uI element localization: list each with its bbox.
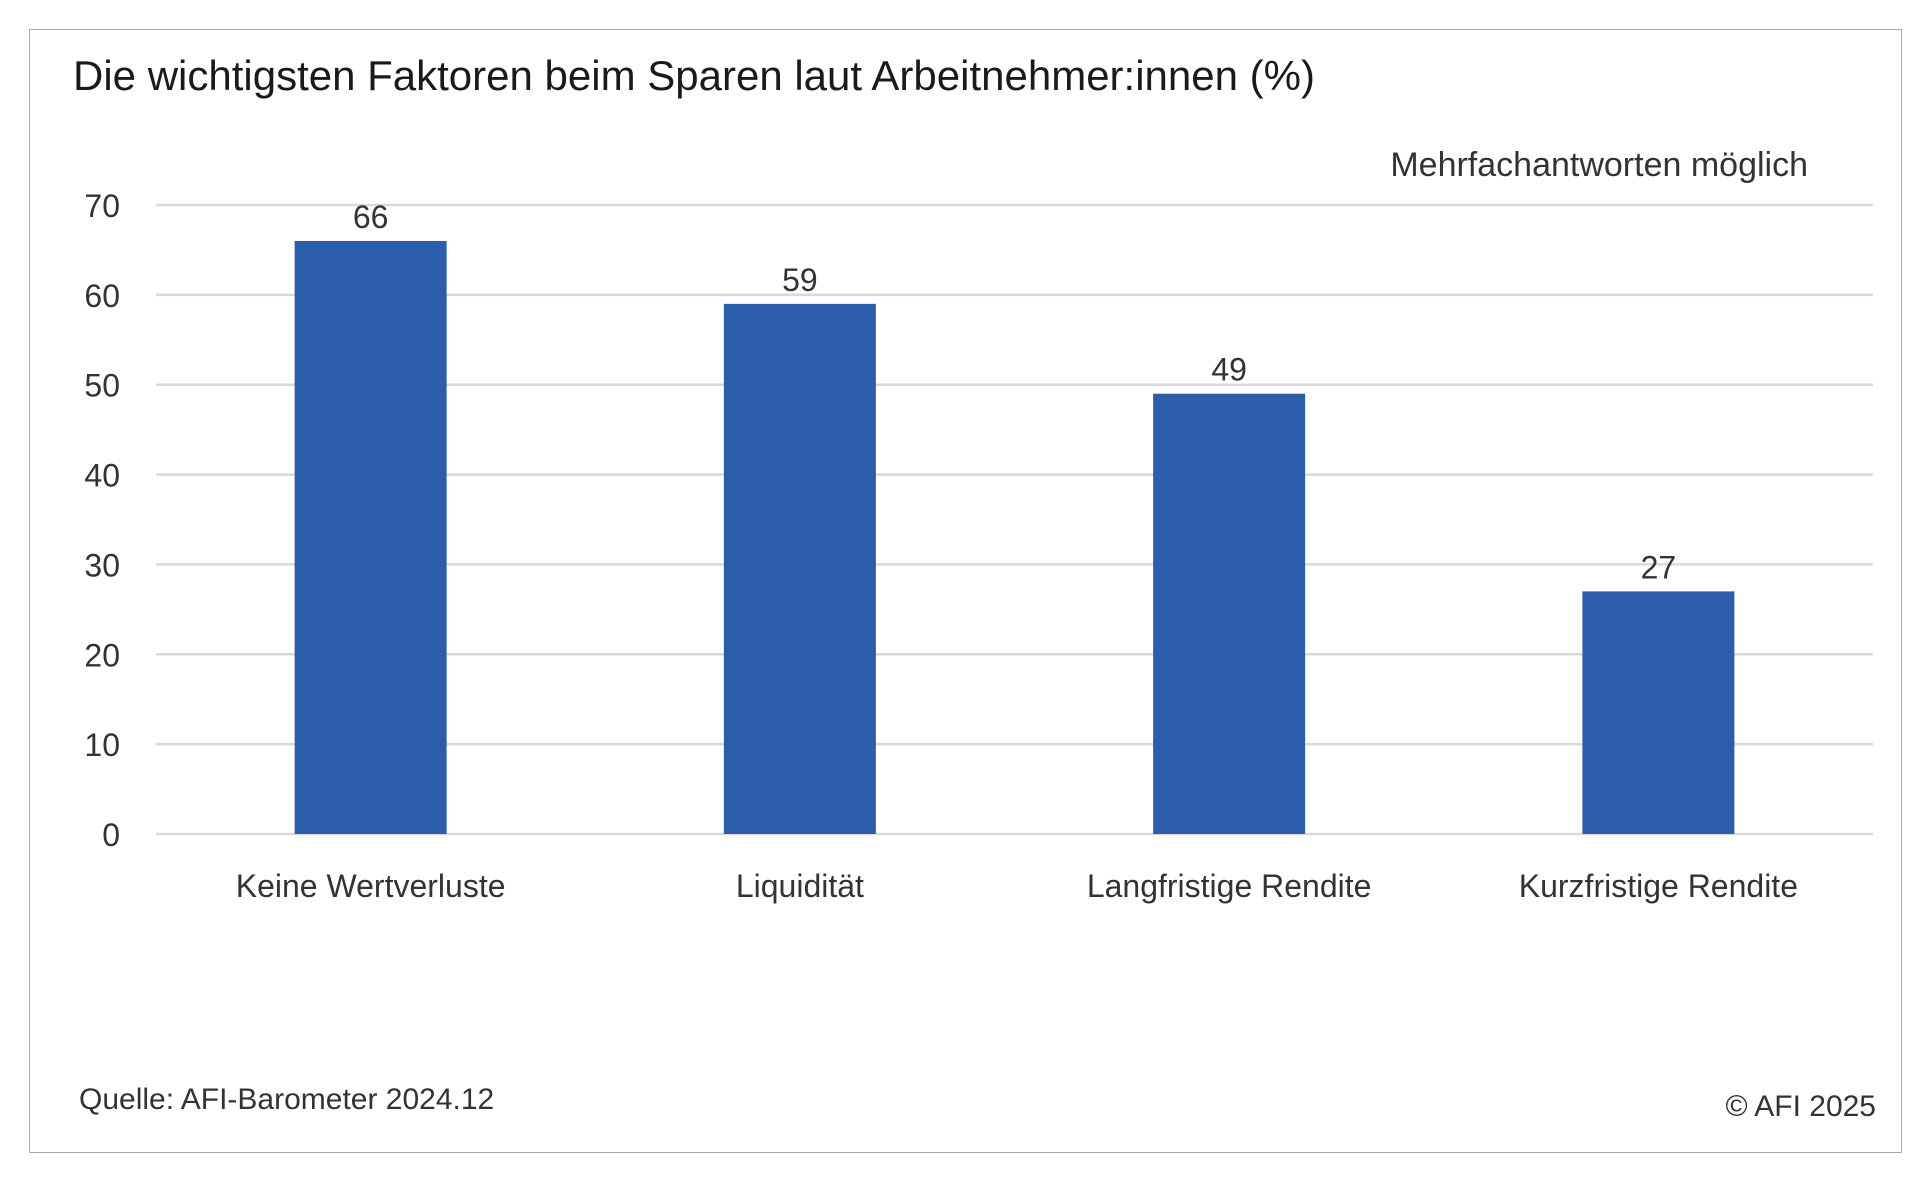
- data-label: 27: [1641, 549, 1677, 585]
- data-labels: 66 59 49 27: [353, 199, 1676, 585]
- bar: [723, 303, 876, 834]
- copyright-note: © AFI 2025: [1725, 1090, 1876, 1123]
- chart-title: Die wichtigsten Faktoren beim Sparen lau…: [73, 52, 1315, 99]
- x-tick-label: Keine Wertverluste: [236, 868, 506, 904]
- data-label: 49: [1211, 352, 1247, 388]
- source-note: Quelle: AFI-Barometer 2024.12: [79, 1083, 495, 1116]
- bar: [1153, 393, 1306, 834]
- data-label: 59: [782, 262, 818, 298]
- x-tick-label: Langfristige Rendite: [1087, 868, 1372, 904]
- bar: [1582, 591, 1735, 834]
- y-tick-label: 0: [102, 817, 120, 853]
- x-axis-ticks: Keine Wertverluste Liquidität Langfristige…: [236, 868, 1798, 904]
- chart-note: Mehrfachantworten möglich: [1390, 146, 1808, 184]
- y-axis-ticks: 0 10 20 30 40 50 60 70: [84, 188, 120, 853]
- y-tick-label: 60: [84, 278, 120, 314]
- bar: [294, 240, 447, 834]
- x-tick-label: Kurzfristige Rendite: [1519, 868, 1798, 904]
- y-tick-label: 40: [84, 458, 120, 494]
- y-tick-label: 20: [84, 637, 120, 673]
- x-tick-label: Liquidität: [736, 868, 864, 904]
- y-tick-label: 50: [84, 368, 120, 404]
- bars: [294, 240, 1735, 834]
- y-tick-label: 30: [84, 547, 120, 583]
- y-tick-label: 70: [84, 188, 120, 224]
- y-tick-label: 10: [84, 727, 120, 763]
- data-label: 66: [353, 199, 389, 235]
